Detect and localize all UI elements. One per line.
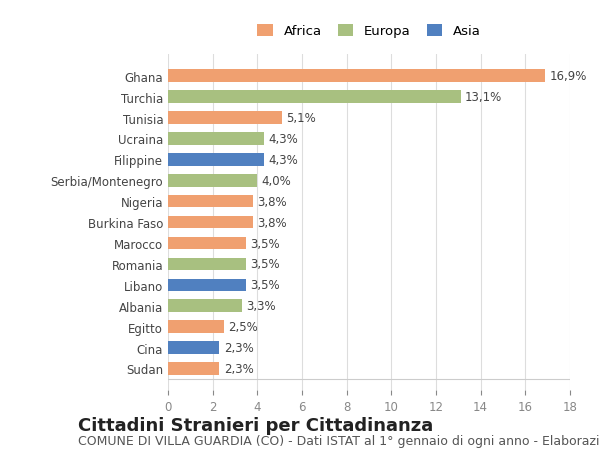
Bar [168,70,545,83]
Text: 3,5%: 3,5% [251,279,280,291]
Text: 2,3%: 2,3% [224,341,254,354]
Text: 3,3%: 3,3% [246,300,276,313]
Text: 4,3%: 4,3% [269,154,298,167]
Text: 16,9%: 16,9% [550,70,587,83]
Text: 2,5%: 2,5% [229,320,258,333]
Text: 3,8%: 3,8% [257,195,287,208]
Text: 5,1%: 5,1% [286,112,316,125]
Bar [168,112,282,124]
Bar [168,279,246,291]
Text: 3,5%: 3,5% [251,237,280,250]
Bar [168,154,264,166]
Bar [168,300,242,312]
Bar [168,237,246,250]
Text: 13,1%: 13,1% [465,91,502,104]
Bar [168,363,220,375]
Bar [168,321,224,333]
Text: 2,3%: 2,3% [224,362,254,375]
Text: 4,0%: 4,0% [262,174,292,187]
Text: 3,8%: 3,8% [257,216,287,229]
Bar [168,216,253,229]
Bar [168,133,264,146]
Bar [168,341,220,354]
Text: Cittadini Stranieri per Cittadinanza: Cittadini Stranieri per Cittadinanza [78,416,433,434]
Text: 4,3%: 4,3% [269,133,298,146]
Text: 3,5%: 3,5% [251,258,280,271]
Bar [168,174,257,187]
Legend: Africa, Europa, Asia: Africa, Europa, Asia [251,18,487,45]
Text: COMUNE DI VILLA GUARDIA (CO) - Dati ISTAT al 1° gennaio di ogni anno - Elaborazi: COMUNE DI VILLA GUARDIA (CO) - Dati ISTA… [78,435,600,448]
Bar [168,91,461,104]
Bar [168,258,246,271]
Bar [168,196,253,208]
